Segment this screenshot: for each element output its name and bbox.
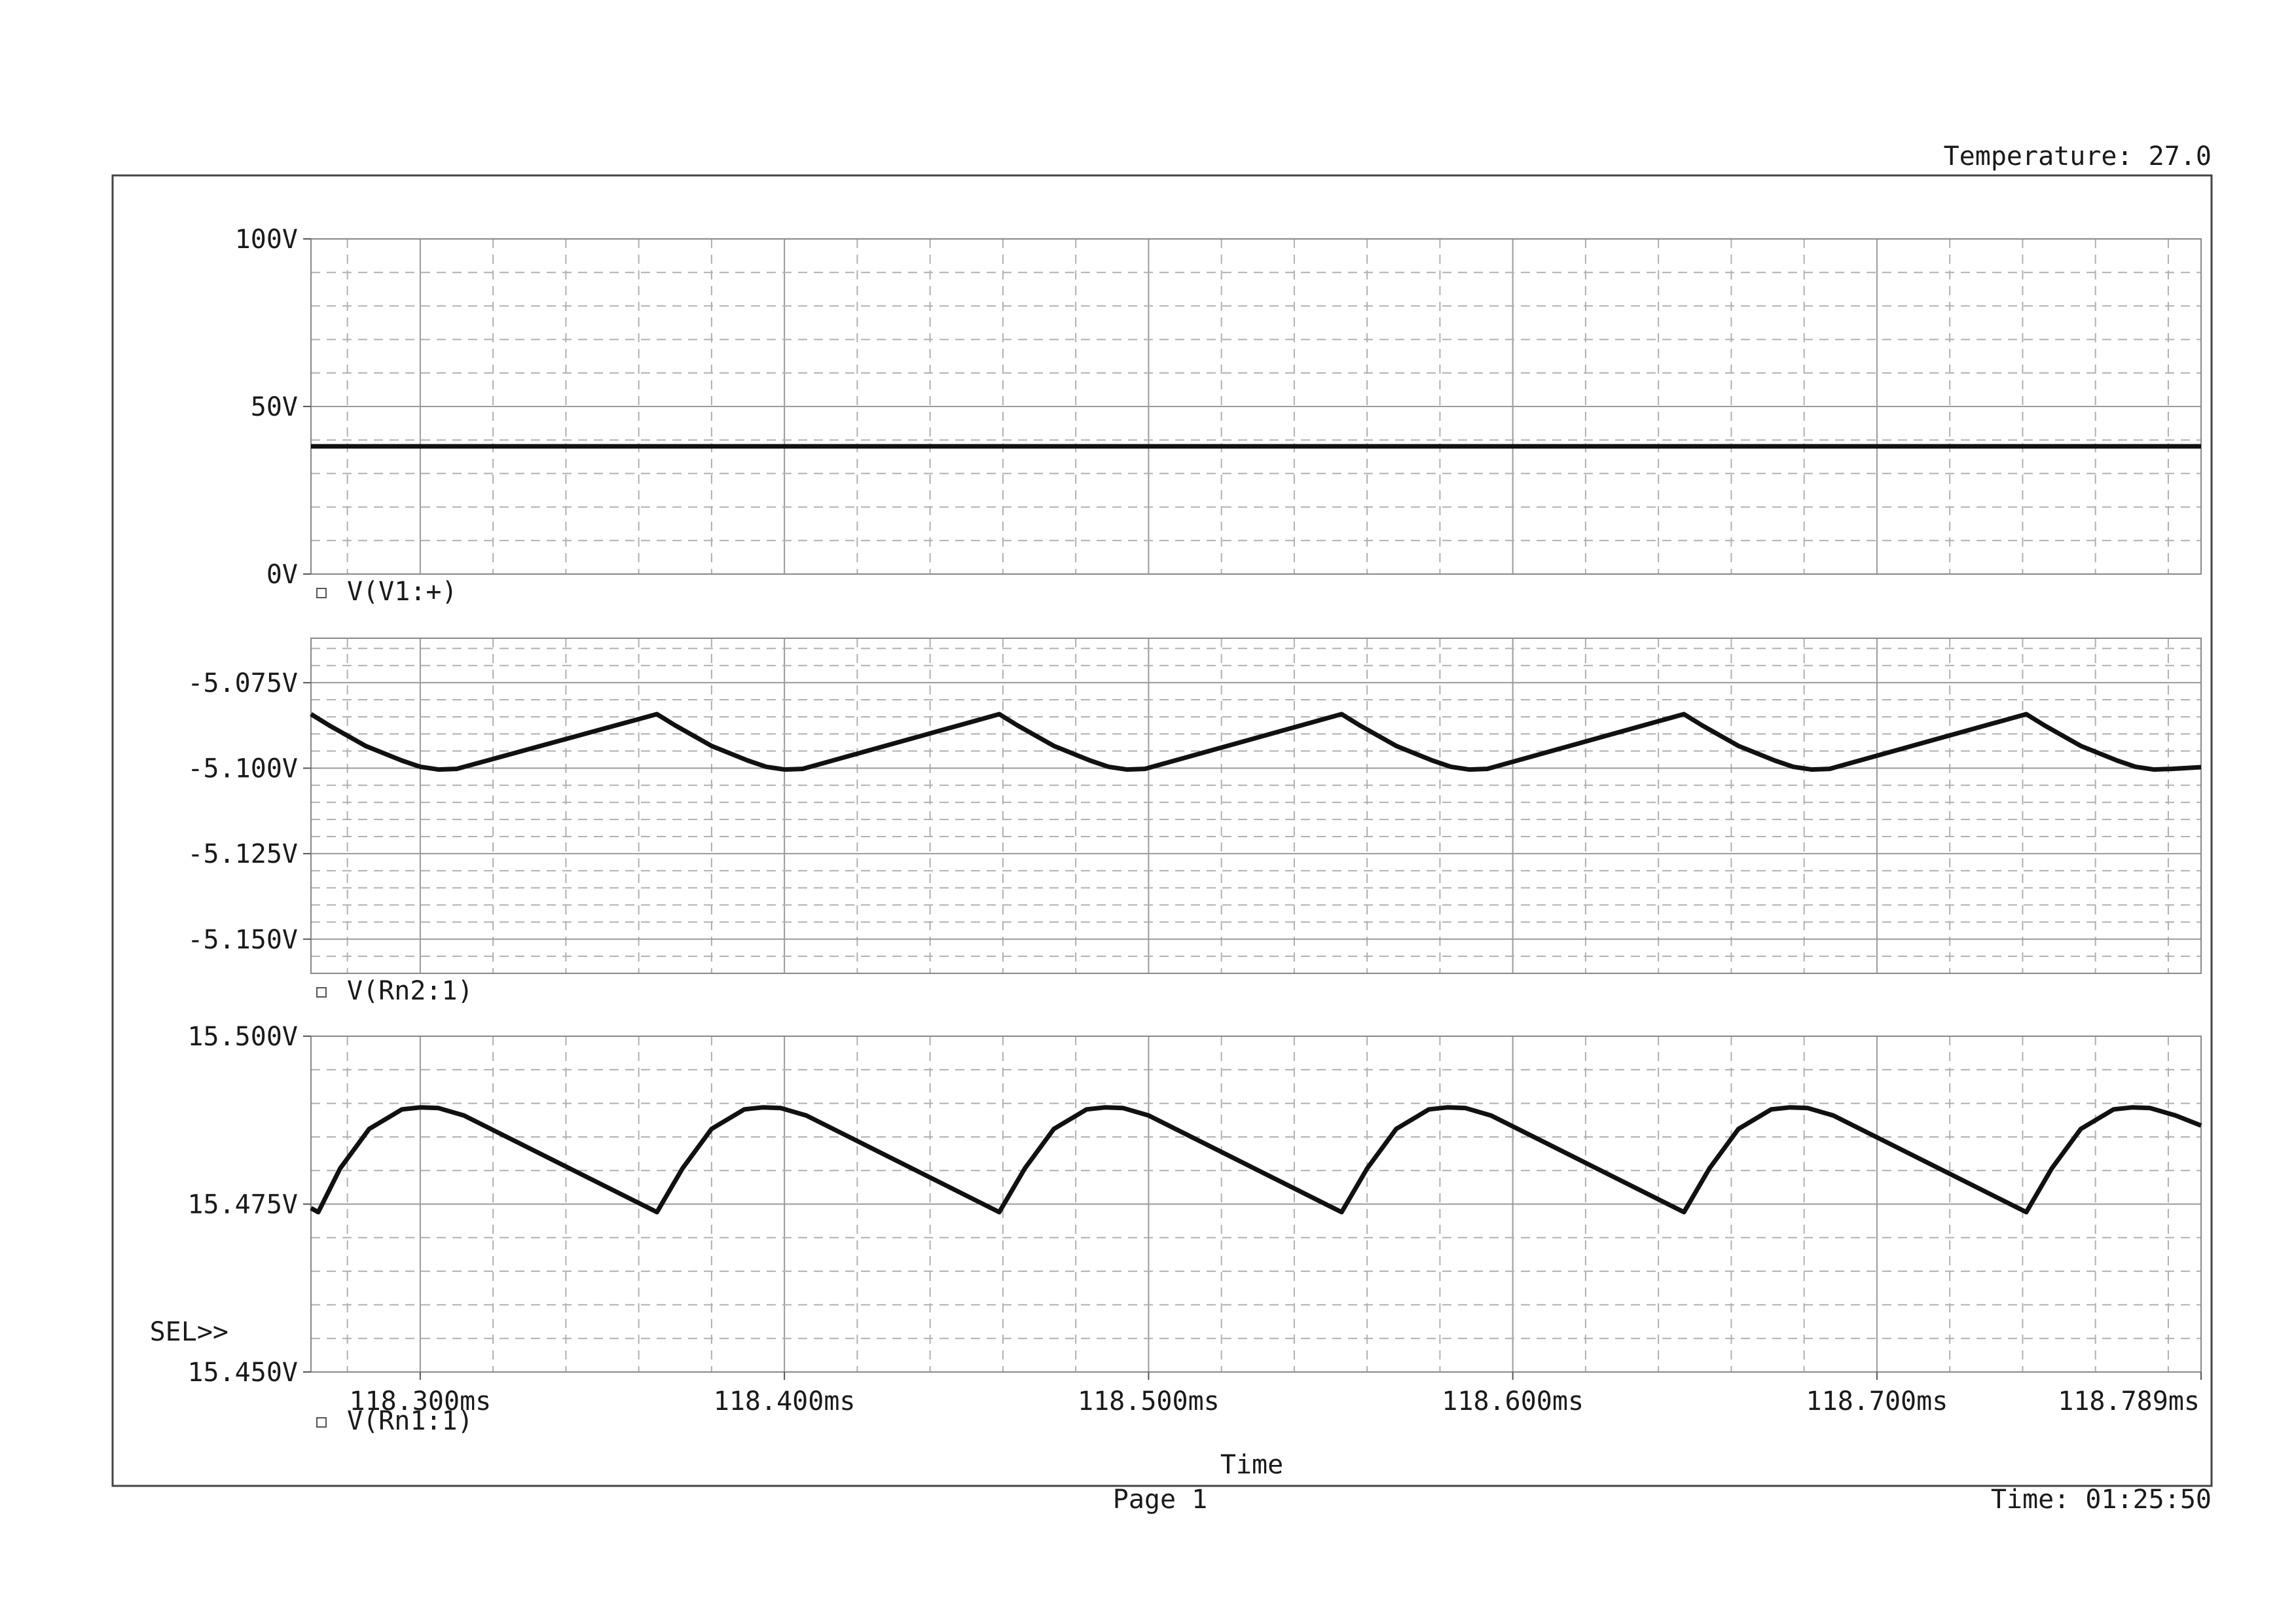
series-legend-marker [316,987,327,998]
x-tick-label: 118.300ms [350,1386,492,1416]
trace-layer [310,444,2202,1215]
x-tick-label: 118.500ms [1078,1386,1220,1416]
series-legend-label: V(V1:+) [347,577,458,607]
x-tick-label: 118.400ms [714,1386,856,1416]
series-legend-label: V(Rn1:1) [347,1406,473,1436]
y-tick-label: -5.100V [187,754,298,784]
y-tick-label: -5.125V [187,839,298,869]
series-legend-marker [316,588,327,598]
y-tick-label: 50V [251,392,298,422]
series-line [310,712,2202,772]
outer-frame [111,174,2213,1487]
y-tick-label: -5.075V [187,668,298,698]
series-line [310,1105,2202,1215]
y-tick-label: 0V [266,560,298,590]
y-tick-label: 15.475V [187,1190,298,1220]
x-tick-label: 118.600ms [1442,1386,1584,1416]
temperature-label: Temperature: 27.0 [1944,141,2212,171]
y-tick-label: 100V [235,225,298,255]
y-tick-label: 15.500V [187,1022,298,1052]
time-stamp: Time: 01:25:50 [1991,1485,2212,1515]
plot-pane-2 [310,638,2202,974]
x-tick-label: 118.700ms [1806,1386,1948,1416]
series-legend-marker [316,1417,327,1428]
page-number: Page 1 [1113,1485,1208,1515]
x-axis-title: Time [1220,1450,1283,1480]
y-tick-label: -5.150V [187,925,298,955]
series-legend-label: V(Rn2:1) [347,976,473,1006]
grid-layer [310,238,2202,1373]
selected-plot-marker: SEL>> [150,1317,228,1347]
x-tick-label: 118.789ms [2058,1386,2200,1416]
label-layer: 0V 50V 100V V(V1:+) -5.150V -5.125V -5.100V -5.… [187,225,2202,1436]
y-tick-label: 15.450V [187,1358,298,1388]
